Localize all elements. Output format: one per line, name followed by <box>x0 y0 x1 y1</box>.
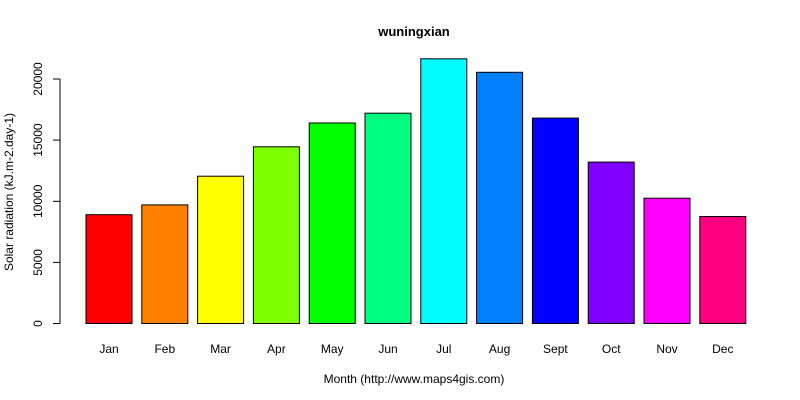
bar-mar <box>197 175 245 324</box>
bar-jun <box>364 112 412 324</box>
bar-nov <box>643 197 691 324</box>
bar-feb <box>141 204 189 324</box>
y-tick-label: 10000 <box>31 184 45 218</box>
x-tick-label: Sept <box>543 342 568 356</box>
x-tick-label: Mar <box>210 342 231 356</box>
x-tick-label: Feb <box>154 342 175 356</box>
x-tick-label: Nov <box>656 342 677 356</box>
x-axis-label: Month (http://www.maps4gis.com) <box>324 372 505 386</box>
bar-oct <box>587 161 635 324</box>
bar-sept <box>531 117 579 324</box>
x-tick-label: Jun <box>378 342 397 356</box>
bar-apr <box>252 146 300 324</box>
bar-may <box>308 122 356 324</box>
y-tick-label: 5000 <box>31 249 45 276</box>
bar-aug <box>476 71 524 324</box>
y-axis-label: Solar radiation (kJ.m-2.day-1) <box>2 113 16 271</box>
y-tick-label: 20000 <box>31 62 45 96</box>
x-tick-label: Oct <box>602 342 621 356</box>
x-tick-label: Dec <box>712 342 733 356</box>
chart-title: wuningxian <box>377 24 450 39</box>
y-tick-label: 0 <box>31 320 45 327</box>
x-tick-label: May <box>321 342 344 356</box>
bars-group <box>85 58 747 325</box>
x-tick-label: Aug <box>489 342 510 356</box>
y-axis: 0 5000 10000 15000 20000 <box>31 62 61 327</box>
bar-dec <box>699 216 747 324</box>
bar-jan <box>85 214 133 324</box>
x-tick-label: Apr <box>267 342 286 356</box>
bar-jul <box>420 58 468 325</box>
x-tick-label: Jan <box>99 342 118 356</box>
x-axis: Jan Feb Mar Apr May Jun Jul Aug Sept Oct Nov Dec <box>99 342 733 356</box>
y-tick-label: 15000 <box>31 123 45 157</box>
x-tick-label: Jul <box>436 342 451 356</box>
